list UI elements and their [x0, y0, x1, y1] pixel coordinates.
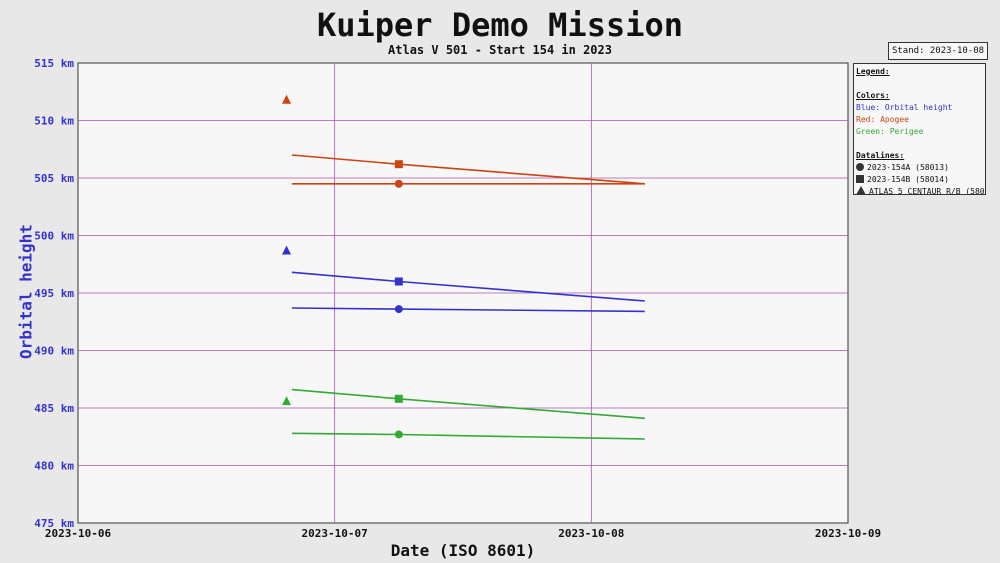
series-orbital-height: [282, 245, 292, 255]
series-perigee: [291, 430, 645, 440]
legend-color-red: Red: Apogee: [856, 115, 909, 124]
y-tick-label: 485 km: [34, 402, 74, 415]
y-tick-label: 475 km: [34, 517, 74, 530]
grid-lines: [78, 63, 848, 523]
series-perigee: [291, 388, 645, 420]
y-axis-label: Orbital height: [16, 224, 36, 359]
x-axis-label: Date (ISO 8601): [390, 541, 536, 560]
y-tick-label: 480 km: [34, 460, 74, 473]
y-tick-label: 505 km: [34, 172, 74, 185]
legend: Legend: Colors: Blue: Orbital height Red…: [853, 63, 986, 195]
square-marker: [394, 277, 403, 286]
chart-subtitle: Atlas V 501 - Start 154 in 2023: [388, 43, 612, 57]
series-apogee: [291, 179, 645, 188]
square-marker-icon: [856, 175, 864, 183]
data-series: [282, 94, 645, 440]
stand-date-box: Stand: 2023-10-08: [888, 42, 988, 60]
series-perigee: [282, 396, 292, 406]
legend-color-green: Green: Perigee: [856, 127, 924, 136]
triangle-marker: [282, 396, 292, 406]
square-marker: [394, 160, 403, 169]
y-tick-label: 490 km: [34, 345, 74, 358]
legend-datalines-heading: Datalines:: [856, 151, 905, 160]
y-tick-label: 510 km: [34, 115, 74, 128]
legend-dataline-circle: 2023-154A (58013): [856, 162, 985, 174]
triangle-marker: [282, 245, 292, 255]
y-tick-labels: 475 km 480 km 485 km 490 km 495 km 500 km 505 …: [34, 57, 74, 530]
triangle-marker: [282, 94, 292, 104]
circle-marker: [394, 179, 403, 188]
chart-title: Kuiper Demo Mission: [316, 6, 684, 44]
series-apogee: [282, 94, 292, 104]
circle-marker: [394, 305, 403, 314]
x-tick-label: 2023-10-08: [558, 527, 624, 540]
x-tick-label: 2023-10-06: [45, 527, 112, 540]
circle-marker: [394, 430, 403, 439]
legend-color-blue: Blue: Orbital height: [856, 103, 953, 112]
y-tick-label: 500 km: [34, 230, 74, 243]
legend-heading: Legend:: [856, 67, 890, 76]
series-orbital-height: [291, 271, 645, 302]
x-tick-label: 2023-10-09: [815, 527, 881, 540]
legend-dataline-square: 2023-154B (58014): [856, 174, 985, 186]
square-marker: [394, 394, 403, 403]
legend-dataline-triangle: ATLAS 5 CENTAUR R/B (5801: [856, 186, 985, 194]
x-tick-label: 2023-10-07: [302, 527, 368, 540]
series-apogee: [291, 154, 645, 185]
legend-colors-heading: Colors:: [856, 91, 890, 100]
y-tick-label: 515 km: [34, 57, 74, 70]
x-tick-labels: 2023-10-06 2023-10-07 2023-10-08 2023-10-09: [45, 527, 881, 540]
y-tick-label: 495 km: [34, 287, 74, 300]
series-orbital-height: [291, 305, 645, 314]
circle-marker-icon: [856, 163, 864, 171]
triangle-marker-icon: [856, 186, 866, 194]
